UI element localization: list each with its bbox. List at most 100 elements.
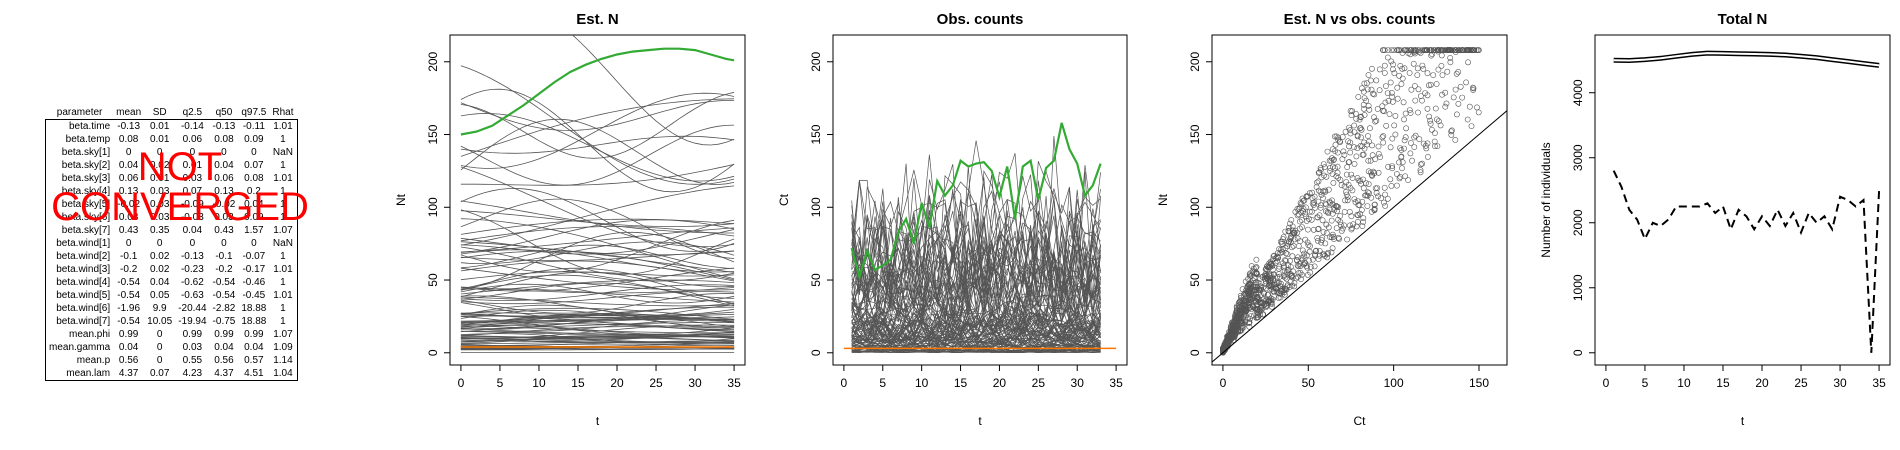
- trajectory-line: [460, 318, 735, 333]
- scatter-point: [1412, 83, 1418, 89]
- scatter-point: [1428, 52, 1435, 59]
- trajectory-line: [460, 100, 735, 131]
- table-cell: 1.09: [273, 342, 293, 353]
- trajectory-line: [460, 260, 735, 282]
- column-header: q50: [215, 107, 233, 118]
- highlight-series-line: [460, 47, 735, 136]
- count-series-line: [851, 235, 1101, 323]
- scatter-point: [1327, 234, 1333, 240]
- scatter-point: [1275, 280, 1282, 287]
- trajectory-line: [460, 218, 735, 280]
- scatter-point: [1415, 86, 1422, 93]
- scatter-point: [1398, 81, 1405, 87]
- scatter-point: [1364, 80, 1370, 87]
- table-row: beta.wind[5] -0.54 0.05 -0.63 -0.54 -0.45 1.01: [46, 289, 297, 302]
- scatter-point: [1432, 143, 1438, 149]
- x-axis-label: t: [1741, 414, 1745, 428]
- scatter-point: [1473, 47, 1480, 53]
- table-cell: 0.99: [214, 329, 234, 340]
- scatter-point: [1267, 271, 1274, 278]
- scatter-point: [1264, 263, 1270, 270]
- scatter-point: [1364, 189, 1371, 196]
- scatter-point: [1426, 47, 1433, 53]
- scatter-point: [1245, 290, 1252, 297]
- scatter-point: [1329, 155, 1335, 162]
- scatter-point: [1324, 148, 1331, 155]
- trajectory-line: [460, 316, 735, 335]
- count-series-line: [851, 319, 1101, 345]
- scatter-point: [1255, 297, 1262, 304]
- scatter-point: [1353, 153, 1360, 160]
- table-cell: -0.17: [242, 264, 266, 275]
- x-tick-label: 35: [1109, 376, 1123, 390]
- scatter-point: [1444, 68, 1451, 75]
- scatter-point: [1334, 203, 1340, 210]
- count-series-line: [851, 224, 1101, 321]
- scatter-point: [1371, 207, 1378, 214]
- scatter-point: [1475, 109, 1482, 116]
- table-cell: beta.wind[6]: [56, 303, 111, 314]
- scatter-point: [1307, 243, 1313, 249]
- x-tick-label: 0: [458, 376, 465, 390]
- trajectory-line: [460, 135, 735, 154]
- scatter-point: [1346, 143, 1352, 150]
- table-row: mean.p 0.56 0 0.55 0.56 0.57 1.14: [46, 354, 297, 367]
- scatter-point: [1259, 300, 1266, 306]
- count-series-line: [851, 327, 1101, 347]
- scatter-point: [1237, 310, 1244, 317]
- table-cell: 0: [156, 147, 163, 158]
- table-cell: 0: [156, 329, 163, 340]
- table-cell: 0.04: [118, 160, 139, 171]
- trajectory-line: [460, 187, 735, 252]
- scatter-point: [1245, 315, 1252, 321]
- x-tick-label: 30: [1071, 376, 1085, 390]
- scatter-point: [1402, 134, 1409, 141]
- trajectory-line: [460, 227, 735, 253]
- scatter-point: [1399, 65, 1406, 72]
- scatter-point: [1430, 72, 1437, 78]
- trajectory-line: [460, 296, 735, 307]
- scatter-point: [1318, 237, 1325, 243]
- scatter-point: [1303, 217, 1310, 224]
- scatter-point: [1268, 260, 1274, 267]
- scatter-point: [1252, 287, 1259, 294]
- scatter-point: [1329, 245, 1336, 252]
- scatter-point: [1384, 90, 1391, 96]
- table-cell: beta.wind[3]: [56, 264, 111, 275]
- scatter-point: [1384, 195, 1391, 202]
- scatter-point: [1349, 225, 1355, 231]
- scatter-point: [1397, 145, 1403, 151]
- scatter-point: [1389, 135, 1396, 142]
- table-cell: beta.sky[4]: [61, 186, 111, 197]
- table-cell: -0.54: [212, 290, 236, 301]
- scatter-point: [1359, 207, 1365, 213]
- scatter-point: [1397, 173, 1404, 180]
- scatter-point: [1247, 273, 1253, 280]
- scatter-point: [1429, 126, 1435, 133]
- scatter-point: [1371, 91, 1378, 98]
- table-cell: 0.03: [149, 212, 170, 223]
- scatter-point: [1364, 86, 1371, 93]
- table-cell: -0.1: [215, 251, 233, 262]
- scatter-point: [1437, 122, 1444, 129]
- scatter-point: [1361, 139, 1367, 146]
- scatter-point: [1297, 269, 1304, 276]
- scatter-point: [1311, 263, 1318, 270]
- y-tick-label: 0: [809, 349, 823, 356]
- table-cell: mean.p: [76, 355, 111, 366]
- y-tick-label: 50: [426, 273, 440, 287]
- scatter-point: [1337, 176, 1344, 183]
- scatter-point: [1452, 136, 1459, 143]
- plot-frame: [832, 34, 1128, 366]
- table-cell: 0.08: [118, 134, 139, 145]
- table-cell: beta.sky[2]: [61, 160, 111, 171]
- table-row: mean.phi 0.99 0 0.99 0.99 0.99 1.07: [46, 328, 297, 341]
- table-row: beta.sky[6] 0.03 0.03 -0.03 0.03 0.09 1: [46, 211, 297, 224]
- scatter-point: [1284, 251, 1291, 258]
- scatter-point: [1247, 285, 1254, 291]
- scatter-point: [1390, 66, 1396, 73]
- scatter-point: [1447, 59, 1454, 66]
- scatter-point: [1274, 258, 1281, 264]
- scatter-point: [1373, 117, 1380, 124]
- table-cell: beta.wind[7]: [56, 316, 111, 327]
